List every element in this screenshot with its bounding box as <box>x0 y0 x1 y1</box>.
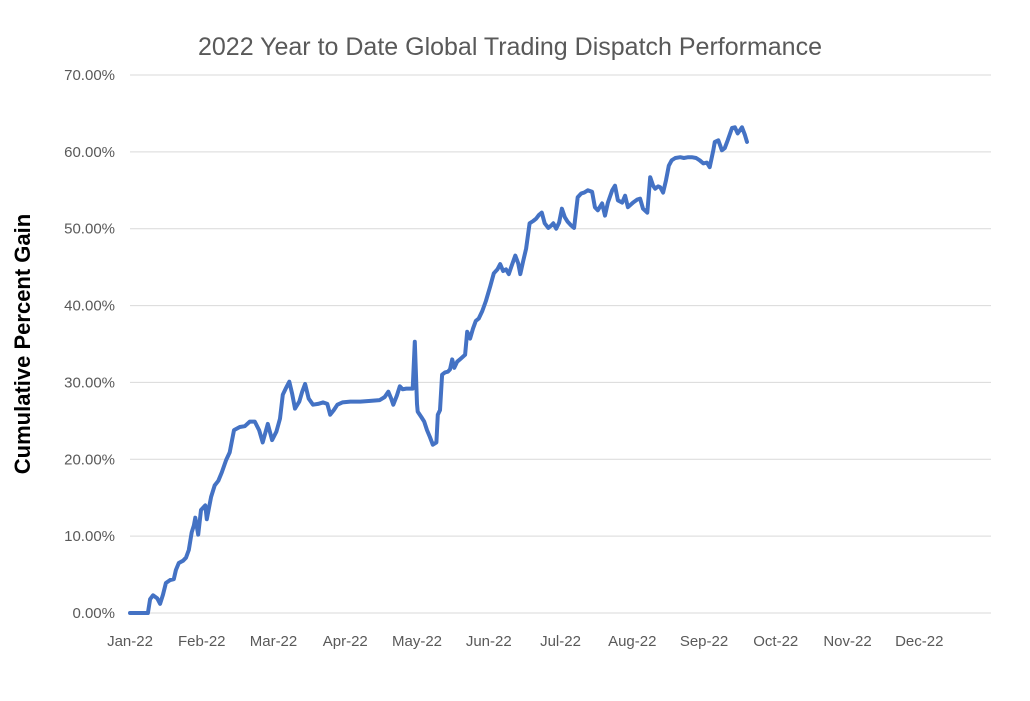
x-tick-labels: Jan-22 Feb-22 Mar-22 Apr-22 May-22 Jun-22 Jul-… <box>107 633 943 650</box>
y-axis-title: Cumulative Percent Gain <box>10 214 35 474</box>
x-tick-label: Dec-22 <box>895 633 943 650</box>
y-tick-label: 30.00% <box>64 374 115 391</box>
x-tick-label: Nov-22 <box>823 633 871 650</box>
y-tick-label: 40.00% <box>64 298 115 315</box>
y-tick-label: 60.00% <box>64 144 115 161</box>
x-tick-label: Jun-22 <box>466 633 512 650</box>
x-tick-label: Sep-22 <box>680 633 728 650</box>
x-tick-label: Oct-22 <box>753 633 798 650</box>
x-tick-label: Jan-22 <box>107 633 153 650</box>
x-tick-label: Apr-22 <box>323 633 368 650</box>
x-tick-label: Jul-22 <box>540 633 581 650</box>
y-tick-label: 70.00% <box>64 67 115 84</box>
series-line-cumulative-percent-gain <box>128 125 749 615</box>
y-tick-label: 50.00% <box>64 221 115 238</box>
gridlines <box>130 74 991 614</box>
y-tick-label: 0.00% <box>72 605 115 622</box>
x-tick-label: Feb-22 <box>178 633 226 650</box>
y-tick-labels: 0.00% 10.00% 20.00% 30.00% 40.00% 50.00% 60.00… <box>64 67 115 622</box>
x-tick-label: Mar-22 <box>250 633 298 650</box>
x-tick-label: May-22 <box>392 633 442 650</box>
chart-title: 2022 Year to Date Global Trading Dispatc… <box>198 33 822 61</box>
x-tick-label: Aug-22 <box>608 633 656 650</box>
y-tick-label: 10.00% <box>64 528 115 545</box>
y-tick-label: 20.00% <box>64 451 115 468</box>
